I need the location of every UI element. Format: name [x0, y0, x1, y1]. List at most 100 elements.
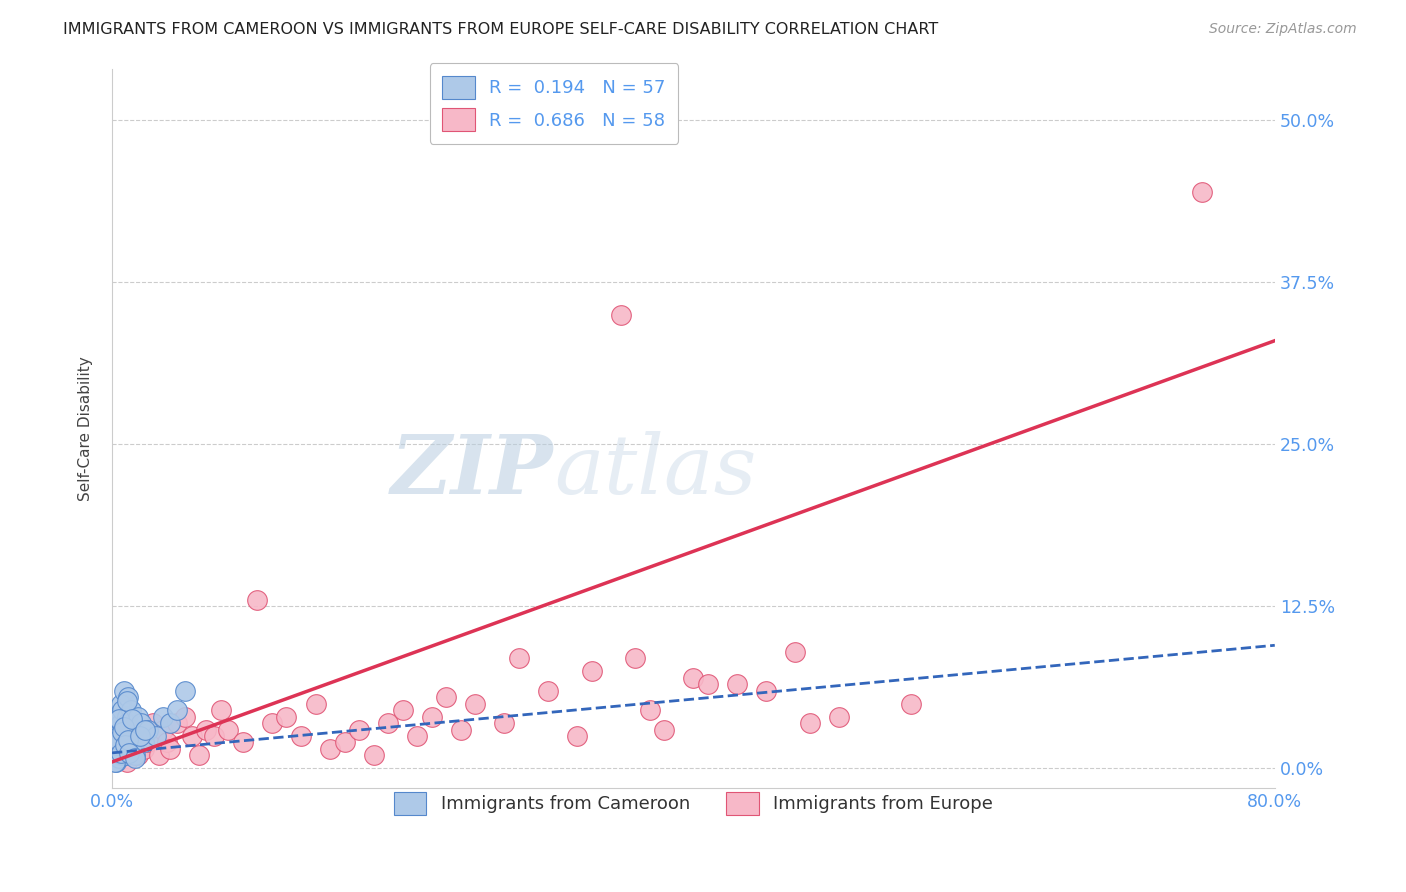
Point [127, 709, 149, 723]
Point [420, 709, 443, 723]
Point [122, 729, 145, 743]
Point [134, 723, 156, 737]
Point [112, 735, 135, 749]
Point [121, 712, 143, 726]
Point [434, 690, 457, 705]
Point [217, 723, 239, 737]
Point [124, 748, 146, 763]
Point [304, 697, 326, 711]
Point [111, 735, 134, 749]
Point [682, 671, 704, 685]
Point [181, 729, 204, 743]
Point [406, 729, 429, 743]
Point [1191, 185, 1213, 199]
Point [129, 716, 152, 731]
Point [246, 593, 269, 607]
Point [111, 748, 134, 763]
Point [108, 748, 131, 763]
Point [565, 729, 588, 743]
Point [104, 755, 127, 769]
Point [118, 746, 141, 760]
Point [159, 716, 181, 731]
Point [159, 742, 181, 756]
Point [115, 716, 138, 731]
Point [799, 716, 821, 731]
Point [108, 751, 131, 765]
Point [202, 729, 225, 743]
Point [652, 723, 675, 737]
Point [537, 683, 560, 698]
Point [122, 723, 145, 737]
Point [697, 677, 720, 691]
Point [112, 723, 135, 737]
Point [148, 748, 170, 763]
Text: ZIP: ZIP [391, 432, 554, 511]
Point [138, 723, 160, 737]
Point [105, 755, 128, 769]
Point [115, 755, 138, 769]
Point [115, 694, 138, 708]
Point [117, 690, 139, 705]
Text: IMMIGRANTS FROM CAMEROON VS IMMIGRANTS FROM EUROPE SELF-CARE DISABILITY CORRELAT: IMMIGRANTS FROM CAMEROON VS IMMIGRANTS F… [63, 22, 939, 37]
Point [290, 729, 312, 743]
Legend: Immigrants from Cameroon, Immigrants from Europe: Immigrants from Cameroon, Immigrants fro… [382, 780, 1004, 826]
Point [166, 716, 188, 731]
Point [118, 742, 141, 756]
Point [624, 651, 647, 665]
Point [115, 709, 138, 723]
Point [188, 748, 211, 763]
Point [755, 683, 778, 698]
Point [494, 716, 516, 731]
Point [145, 729, 167, 743]
Point [108, 729, 131, 743]
Point [132, 742, 155, 756]
Point [124, 751, 146, 765]
Point [110, 716, 132, 731]
Point [108, 712, 131, 726]
Point [232, 735, 254, 749]
Point [105, 738, 128, 752]
Point [115, 735, 138, 749]
Point [347, 723, 370, 737]
Point [173, 683, 195, 698]
Point [166, 703, 188, 717]
Text: atlas: atlas [554, 432, 756, 511]
Point [900, 697, 922, 711]
Point [108, 709, 131, 723]
Point [450, 723, 472, 737]
Point [118, 723, 141, 737]
Point [111, 703, 134, 717]
Point [127, 729, 149, 743]
Point [112, 683, 135, 698]
Point [638, 703, 661, 717]
Point [152, 723, 174, 737]
Point [114, 738, 136, 752]
Point [117, 729, 139, 743]
Point [260, 716, 283, 731]
Point [209, 703, 232, 717]
Y-axis label: Self-Care Disability: Self-Care Disability [79, 356, 93, 500]
Point [110, 746, 132, 760]
Point [110, 742, 132, 756]
Point [107, 723, 129, 737]
Point [391, 703, 413, 717]
Point [319, 742, 342, 756]
Point [129, 723, 152, 737]
Point [118, 742, 141, 756]
Point [173, 709, 195, 723]
Point [156, 735, 179, 749]
Point [110, 697, 132, 711]
Point [138, 735, 160, 749]
Point [120, 735, 142, 749]
Point [195, 723, 218, 737]
Point [128, 729, 150, 743]
Point [105, 735, 128, 749]
Point [121, 729, 143, 743]
Point [127, 748, 149, 763]
Point [114, 742, 136, 756]
Point [581, 664, 603, 678]
Text: Source: ZipAtlas.com: Source: ZipAtlas.com [1209, 22, 1357, 37]
Point [107, 748, 129, 763]
Point [104, 742, 127, 756]
Point [111, 725, 134, 739]
